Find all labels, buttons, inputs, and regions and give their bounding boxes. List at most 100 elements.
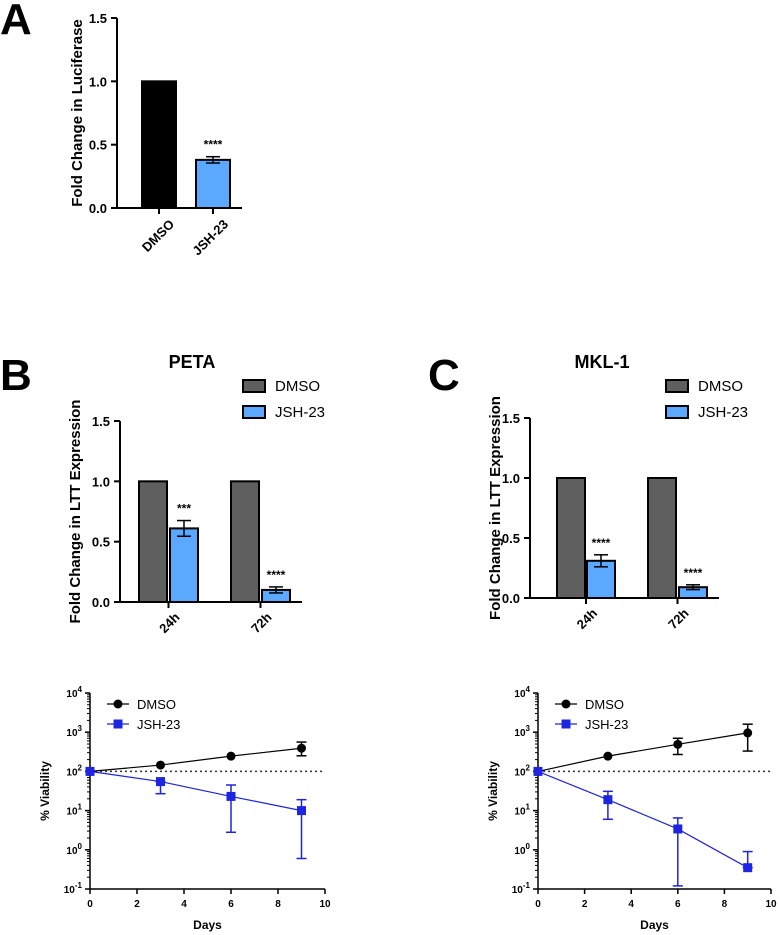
point-jsh-23 (743, 863, 753, 873)
x-tick-label: 10 (319, 899, 331, 910)
y-tick-label: 104 (66, 685, 82, 700)
bar-dmso-24h (138, 480, 168, 604)
y-axis-label: Fold Change in LTT Expression (487, 396, 504, 620)
y-tick-label: 1.5 (92, 414, 110, 429)
y-tick-exponent: 0 (78, 842, 83, 851)
point-dmso (603, 751, 613, 761)
x-tick-label: 24h (574, 605, 600, 631)
y-tick-exponent: 2 (78, 763, 83, 772)
y-tick-label: 0.5 (502, 531, 520, 546)
x-tick-label: 0 (87, 899, 93, 910)
point-dmso (297, 743, 306, 753)
y-tick-label: 101 (66, 803, 82, 818)
y-tick-exponent: 0 (526, 842, 531, 851)
y-tick-exponent: 1 (526, 803, 531, 812)
x-tick-label: 72h (248, 609, 274, 635)
y-tick-label: 100 (514, 842, 530, 857)
y-tick-label: 1.5 (89, 11, 107, 26)
legend-label: DMSO (275, 378, 320, 395)
x-tick-label: 6 (675, 899, 681, 910)
panel-letter-b: B (0, 351, 32, 400)
legend-swatch-jsh-23 (242, 405, 266, 419)
y-tick-exponent: -1 (523, 881, 531, 890)
bar-dmso-24h (556, 477, 586, 599)
x-tick-label: 72h (665, 605, 691, 631)
y-tick-label: 1.0 (92, 474, 110, 489)
bar-jsh-23 (195, 158, 231, 210)
point-jsh-23 (297, 806, 306, 816)
y-tick-exponent: 3 (526, 724, 531, 733)
x-tick-label: 8 (275, 899, 281, 910)
chart-title: PETA (169, 352, 216, 372)
y-tick-exponent: -1 (75, 881, 83, 890)
point-jsh-23 (533, 766, 543, 776)
significance-label: **** (267, 568, 286, 582)
y-axis-label: % Viability (486, 761, 500, 821)
point-jsh-23 (673, 824, 683, 834)
legend-marker-jsh-23 (113, 719, 123, 729)
point-jsh-23 (156, 777, 165, 787)
y-tick-base: 10 (514, 846, 526, 857)
legend-label: JSH-23 (585, 717, 628, 732)
x-tick-label: 24h (156, 609, 182, 635)
legend-swatch-dmso (242, 379, 266, 393)
y-tick-base: 10 (66, 807, 78, 818)
legend-swatch-dmso (665, 379, 689, 393)
y-tick-label: 102 (514, 763, 530, 778)
y-tick-label: 101 (514, 803, 530, 818)
legend-swatch-jsh-23 (665, 405, 689, 419)
y-tick-label: 102 (66, 763, 82, 778)
y-tick-base: 10 (66, 846, 78, 857)
y-axis-label: % Viability (38, 761, 52, 821)
y-axis-label: Fold Change in LTT Expression (67, 400, 84, 624)
y-tick-base: 10 (514, 728, 526, 739)
chart-title: MKL-1 (575, 352, 630, 372)
point-jsh-23 (603, 795, 613, 805)
point-jsh-23 (85, 766, 95, 776)
y-tick-exponent: 4 (78, 685, 83, 694)
y-tick-base: 10 (514, 689, 526, 700)
point-dmso (226, 751, 236, 761)
x-tick-label: 4 (628, 899, 634, 910)
x-tick-label: JSH-23 (189, 217, 231, 259)
y-tick-label: 100 (66, 842, 82, 857)
legend-marker-jsh-23 (561, 719, 571, 729)
y-tick-label: 0.0 (89, 201, 107, 216)
x-tick-label: 0 (535, 899, 541, 910)
legend-label: JSH-23 (137, 717, 180, 732)
x-tick-label: 2 (582, 899, 588, 910)
y-tick-label: 1.0 (502, 471, 520, 486)
y-tick-label: 1.0 (89, 74, 107, 89)
y-tick-label: 0.5 (92, 535, 110, 550)
y-tick-label: 10-1 (512, 881, 531, 896)
x-tick-label: 10 (765, 899, 777, 910)
x-tick-label: 8 (722, 899, 728, 910)
x-tick-label: 6 (228, 899, 234, 910)
y-tick-label: 0.0 (92, 595, 110, 610)
series-line-dmso (89, 747, 302, 772)
point-jsh-23 (226, 791, 236, 801)
bar-dmso (141, 80, 177, 209)
y-tick-label: 103 (66, 724, 82, 739)
y-tick-base: 10 (66, 689, 78, 700)
y-tick-label: 10-1 (64, 881, 83, 896)
significance-label: *** (177, 502, 191, 516)
y-tick-base: 10 (512, 885, 524, 896)
series-line-jsh-23 (89, 770, 302, 812)
y-tick-label: 104 (514, 685, 530, 700)
y-tick-base: 10 (514, 807, 526, 818)
y-tick-label: 1.5 (502, 411, 520, 426)
series-line-jsh-23 (537, 770, 748, 869)
y-tick-exponent: 4 (526, 685, 531, 694)
x-tick-label: 2 (134, 899, 140, 910)
y-tick-label: 0.0 (502, 591, 520, 606)
y-axis-label: Fold Change in Luciferase (69, 19, 86, 207)
point-dmso (673, 739, 683, 749)
x-tick-label: DMSO (139, 217, 177, 255)
legend-marker-dmso (113, 699, 123, 709)
x-axis-label: Days (640, 918, 669, 932)
legend-label: JSH-23 (275, 404, 325, 421)
